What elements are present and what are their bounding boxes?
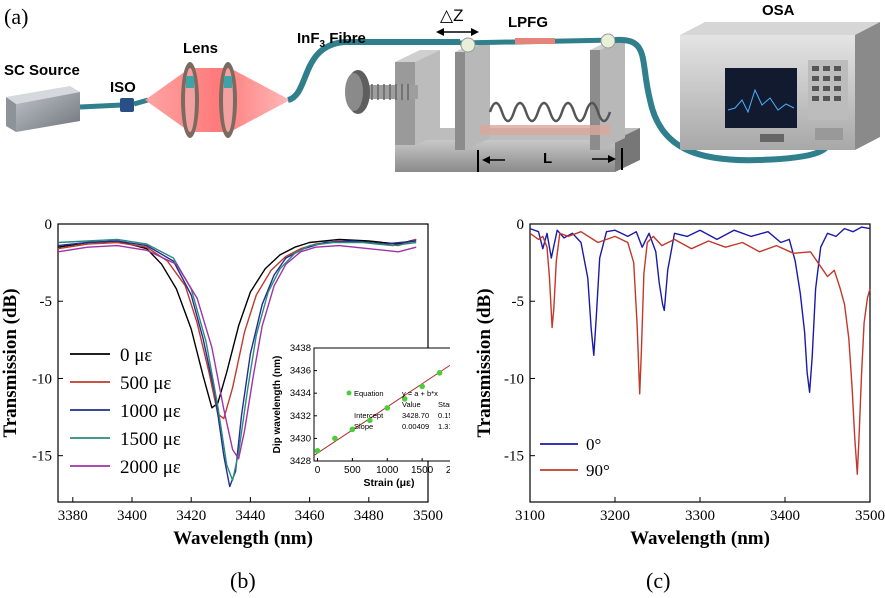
inset-x-tick-label: 2000	[446, 465, 450, 476]
inset-point	[349, 426, 356, 433]
series-line-4	[57, 244, 417, 460]
legend-label-4: 2000 με	[120, 457, 181, 478]
inset-point	[401, 396, 408, 402]
inset-y-tick-label: 3432	[290, 411, 311, 422]
x-tick-label: 3400	[770, 508, 800, 524]
lpfg-label: LPFG	[508, 14, 548, 31]
panel-b-label: (b)	[230, 568, 256, 593]
series-line-3	[57, 238, 417, 482]
inset-stats-cell: Equation	[354, 389, 384, 398]
osa-label: OSA	[762, 2, 795, 19]
inset-y-tick-label: 3434	[290, 388, 311, 399]
delta-z-label: △Z	[440, 6, 464, 25]
x-tick-label: 3300	[685, 508, 715, 524]
inset-frame	[313, 347, 450, 462]
inset-y-tick-label: 3430	[290, 433, 311, 444]
y-tick-label: -15	[504, 449, 524, 465]
inset-stats-cell: Slope	[354, 422, 373, 431]
x-tick-label: 3380	[58, 508, 88, 524]
inset-x-tick-label: 1500	[411, 465, 434, 476]
inset-point	[367, 417, 373, 424]
inset-stats-cell: Value	[402, 400, 421, 409]
x-tick-label: 3460	[295, 508, 325, 524]
sc-source-label: SC Source	[4, 62, 80, 79]
inset-y-tick-label: 3438	[290, 343, 311, 354]
y-tick-label: -5	[512, 294, 525, 310]
y-tick-label: 0	[517, 217, 525, 233]
legend-label-1: 500 με	[120, 373, 171, 394]
inset-y-tick-label: 3436	[290, 366, 311, 377]
x-axis-label: Wavelength (nm)	[630, 528, 770, 549]
inset-point	[332, 435, 338, 442]
fibre-source-iso	[79, 102, 123, 110]
inset-stats-cell: Standard	[438, 400, 450, 409]
legend-label-2: 1000 με	[120, 401, 181, 422]
series-line-1	[529, 231, 871, 475]
legend-label-3: 1500 με	[120, 429, 181, 450]
lpfg-grating	[515, 38, 555, 44]
y-tick-label: -10	[504, 371, 524, 387]
inset-stats-cell: 3428.70	[402, 411, 429, 420]
x-tick-label: 3100	[515, 508, 545, 524]
x-axis-label: Wavelength (nm)	[173, 528, 313, 549]
y-axis-label: Transmission (dB)	[0, 288, 21, 437]
length-label: L	[543, 150, 553, 167]
lens-label: Lens	[183, 40, 219, 57]
setup-schematic	[6, 22, 880, 172]
inset-point	[314, 448, 321, 454]
x-tick-label: 3480	[354, 508, 384, 524]
screw-knob	[345, 70, 418, 114]
series-line-0	[57, 238, 417, 409]
iso-label: ISO	[110, 79, 136, 96]
panel-a-label: (a)	[4, 4, 29, 29]
inset-stats-cell: 1.31018E	[438, 422, 450, 431]
inset-point	[436, 370, 443, 376]
fibre-label: InF3 Fibre	[297, 30, 366, 50]
inset-stats-cell: Intercept	[354, 411, 384, 420]
x-tick-label: 3440	[235, 508, 265, 524]
beam-cone	[145, 68, 290, 132]
legend-label-0: 0 με	[120, 345, 152, 366]
inset-x-tick-label: 500	[344, 465, 361, 476]
spring	[488, 101, 612, 123]
x-tick-label: 3400	[117, 508, 147, 524]
panel-c-label: (c)	[646, 568, 671, 593]
chart-strain-transmission: 3380 3400 3420 3440 3460 3480 3500 0 -5 -10 -15 Wav…	[0, 217, 450, 549]
x-tick-label: 3500	[413, 508, 443, 524]
x-tick-label: 3420	[176, 508, 206, 524]
legend-label-1: 90°	[586, 461, 610, 480]
inset-y-tick-label: 3428	[290, 456, 311, 467]
lens-2	[219, 62, 237, 138]
fibre-lens-stage	[286, 39, 460, 103]
inset-point	[384, 405, 391, 411]
inset-y-label: Dip wavelength (nm)	[272, 356, 283, 454]
inset-stats-cell: 0.15594	[438, 411, 450, 420]
x-tick-label: 3200	[600, 508, 630, 524]
x-tick-label: 3500	[855, 508, 885, 524]
legend-label-0: 0°	[586, 435, 601, 454]
inset-x-tick-label: 0	[315, 465, 321, 476]
osa-instrument	[680, 22, 880, 150]
y-axis-label: Transmission (dB)	[474, 288, 495, 437]
series-line-0	[529, 226, 871, 394]
y-tick-label: -5	[40, 294, 53, 310]
y-tick-label: 0	[45, 217, 53, 233]
isolator	[120, 98, 134, 112]
lens-1	[181, 62, 199, 138]
inset-x-tick-label: 1000	[376, 465, 399, 476]
inset-stats-cell: 0.00409	[402, 422, 429, 431]
inset-stats-cell: y = a + b*x	[402, 389, 438, 398]
inset-stats-marker	[346, 390, 352, 396]
inset-x-label: Strain (με)	[363, 477, 414, 489]
chart-polarization-transmission: 3100 3200 3300 3400 3500 0 -5 -10 -15 Wavelength …	[474, 217, 885, 549]
inset-point	[419, 383, 425, 390]
sc-source-box	[6, 86, 80, 132]
y-tick-label: -10	[32, 371, 52, 387]
y-tick-label: -15	[32, 449, 52, 465]
